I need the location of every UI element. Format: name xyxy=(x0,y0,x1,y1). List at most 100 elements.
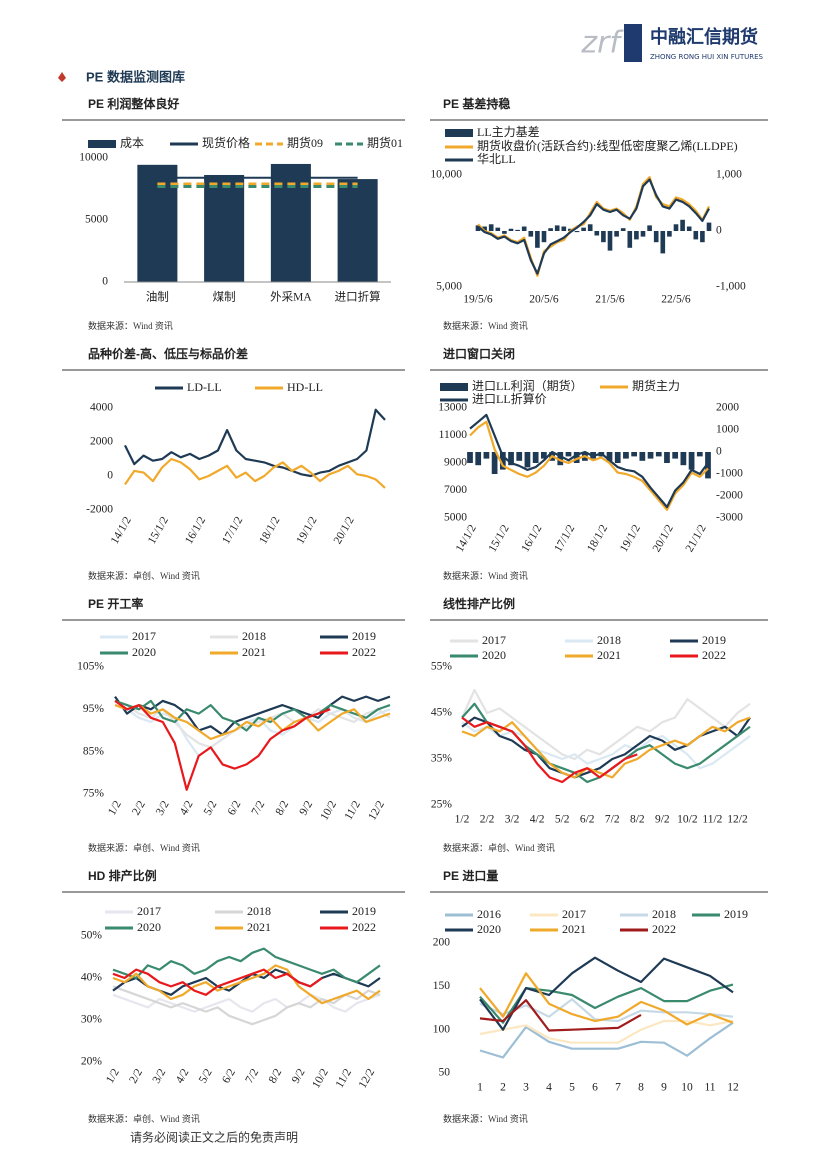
bar xyxy=(565,452,572,457)
bar xyxy=(686,226,692,231)
footer-disclaimer: 请务必阅读正文之后的免责声明 xyxy=(130,1130,298,1145)
section-icon xyxy=(58,72,66,82)
x-tick-label: 3 xyxy=(523,1082,529,1094)
x-tick-label: 煤制 xyxy=(213,291,236,304)
legend-label: 2018 xyxy=(242,629,266,643)
chart-source: 数据来源：卓创、Wind 资讯 xyxy=(88,842,200,853)
bar xyxy=(528,231,534,237)
bar xyxy=(705,452,711,479)
bar xyxy=(508,228,514,231)
legend-label: 进口LL折算价 xyxy=(472,391,547,406)
chart-heading: PE 利润整体良好 xyxy=(88,96,179,111)
series-line xyxy=(479,972,734,1026)
y-tick-label: 2000 xyxy=(90,436,113,448)
x-tick-label: 11 xyxy=(704,1082,715,1094)
legend-label: 2020 xyxy=(482,648,506,662)
series-line xyxy=(479,1021,734,1059)
bar xyxy=(524,452,531,468)
bar xyxy=(696,452,703,457)
y-tick-label: 13000 xyxy=(438,402,467,414)
bar xyxy=(491,452,498,474)
series-line xyxy=(479,998,734,1023)
bar xyxy=(508,452,514,466)
legend-label: 2020 xyxy=(477,922,501,936)
bar xyxy=(337,179,378,282)
y-tick-label: 0 xyxy=(716,225,722,237)
bar xyxy=(601,231,606,243)
y-tick-label: 40% xyxy=(81,972,103,984)
chart-source: 数据来源：Wind 资讯 xyxy=(443,570,528,581)
series-line xyxy=(112,985,381,1026)
legend-label: 2022 xyxy=(702,648,726,662)
y-tick-label: 10000 xyxy=(79,152,108,164)
x-tick-label: 12/2 xyxy=(727,814,748,826)
bar xyxy=(540,452,547,459)
y-tick-label: 0 xyxy=(716,446,722,458)
bar xyxy=(535,231,540,248)
y-tick-label: 1,000 xyxy=(716,169,742,181)
bar xyxy=(667,231,672,237)
legend-label: 2018 xyxy=(652,907,676,921)
bar xyxy=(270,163,311,282)
x-tick-label: 3/2 xyxy=(505,814,520,826)
chart-heading: 线性排产比例 xyxy=(443,596,515,611)
legend-label: 2021 xyxy=(242,645,266,659)
bar xyxy=(647,225,652,231)
y-tick-label: 25% xyxy=(431,799,453,811)
y-tick-label: 0 xyxy=(107,470,113,482)
bar xyxy=(137,164,178,282)
series-line xyxy=(112,993,381,1013)
x-tick-label: 7 xyxy=(615,1082,621,1094)
bar xyxy=(515,229,520,231)
y-tick-label: 20% xyxy=(81,1056,103,1068)
legend-label: 2017 xyxy=(562,907,586,921)
chart-heading: PE 开工率 xyxy=(88,596,143,611)
bar xyxy=(532,452,539,463)
bar xyxy=(700,231,705,243)
x-tick-label: 4/2 xyxy=(530,814,545,826)
series-line xyxy=(114,695,391,736)
series-line xyxy=(460,688,751,761)
bar xyxy=(482,226,487,231)
legend-label: 2017 xyxy=(482,633,506,647)
bar xyxy=(639,452,646,461)
x-tick-label: 21/5/6 xyxy=(595,294,625,306)
bar xyxy=(614,231,619,237)
y-tick-label: 9000 xyxy=(444,457,467,469)
series-line xyxy=(461,716,638,784)
x-tick-label: 22/5/6 xyxy=(661,294,691,306)
bar xyxy=(627,231,633,248)
chart-heading: HD 排产比例 xyxy=(88,868,157,883)
y-tick-label: -2000 xyxy=(716,490,743,502)
legend-label: HD-LL xyxy=(287,380,323,394)
y-tick-label: 95% xyxy=(83,703,105,715)
bar xyxy=(680,452,687,466)
y-tick-label: 10,000 xyxy=(430,169,462,181)
series-line xyxy=(124,408,386,478)
y-tick-label: 150 xyxy=(433,980,451,992)
x-tick-label: 10/2 xyxy=(677,814,698,826)
bar xyxy=(587,224,593,231)
y-tick-label: 55% xyxy=(431,661,453,673)
legend-label: 2018 xyxy=(597,633,621,647)
series-line xyxy=(479,999,642,1032)
series-line xyxy=(124,457,386,489)
logo-cn: 中融汇信期货 xyxy=(650,26,758,48)
bar xyxy=(606,452,613,461)
chart-source: 数据来源：卓创、Wind 资讯 xyxy=(88,1113,200,1124)
legend-label: 2018 xyxy=(247,904,271,918)
legend-label: 2016 xyxy=(477,907,501,921)
legend-label: 期货01 xyxy=(367,135,403,150)
chart-source: 数据来源：卓创、Wind 资讯 xyxy=(443,842,555,853)
legend-swatch xyxy=(445,129,473,137)
legend-label: LL主力基差 xyxy=(477,125,540,139)
x-tick-label: 1/2 xyxy=(455,814,470,826)
series-line xyxy=(112,968,323,996)
y-tick-label: 85% xyxy=(83,745,105,757)
bar xyxy=(557,452,564,466)
chart-source: 数据来源：卓创、Wind 资讯 xyxy=(88,570,200,581)
section-title: PE 数据监测图库 xyxy=(86,69,185,84)
x-tick-label: 4 xyxy=(546,1082,552,1094)
y-tick-label: 200 xyxy=(433,937,451,949)
legend-label: 2017 xyxy=(137,904,161,918)
